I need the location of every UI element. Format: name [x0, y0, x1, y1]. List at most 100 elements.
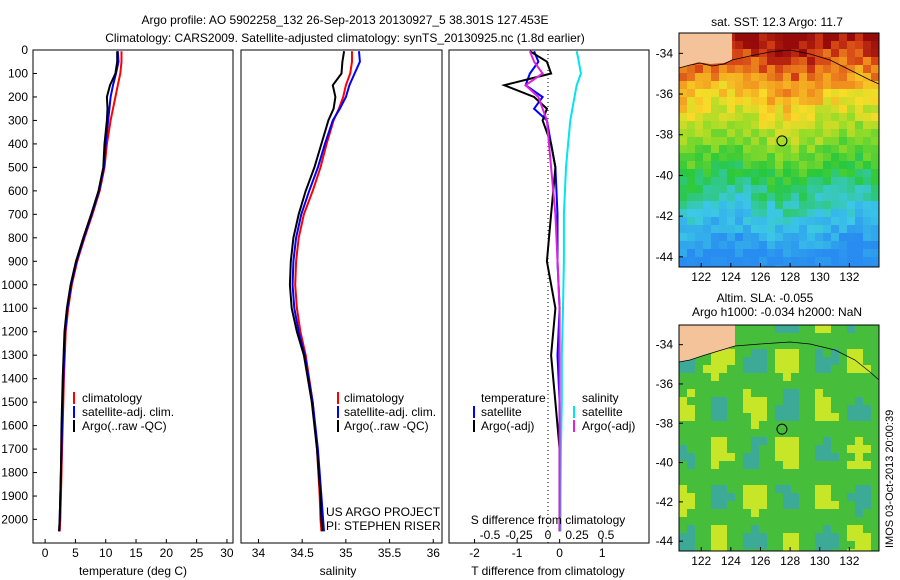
map-cell [839, 389, 847, 397]
map-cell [823, 341, 831, 349]
map-cell [727, 365, 735, 373]
map-cell [735, 445, 743, 453]
map-cell [871, 153, 879, 161]
map-cell [695, 517, 703, 525]
map-cell [815, 137, 823, 145]
map-cell [871, 209, 879, 217]
map-cell [759, 549, 767, 551]
map-cell [775, 185, 783, 193]
map-cell [863, 341, 871, 349]
map-cell [687, 241, 695, 249]
map-cell [871, 333, 879, 341]
map-cell [863, 41, 871, 49]
map-cell [847, 105, 855, 113]
map-cell [751, 49, 759, 57]
map-cell [679, 201, 687, 209]
map-cell [687, 265, 695, 267]
map-cell [679, 81, 687, 89]
map-cell [711, 121, 719, 129]
map-cell [727, 421, 735, 429]
map-cell [695, 241, 703, 249]
map-cell [775, 169, 783, 177]
map-cell [775, 137, 783, 145]
map-cell [727, 217, 735, 225]
x-tick-label: 10 [99, 546, 113, 560]
map-cell [711, 365, 719, 373]
map-cell [727, 445, 735, 453]
map-cell [807, 137, 815, 145]
map-cell [711, 389, 719, 397]
map-cell [791, 325, 799, 333]
map-cell [735, 249, 743, 257]
map-cell [719, 461, 727, 469]
map-cell [807, 65, 815, 73]
map-cell [791, 357, 799, 365]
map-cell [799, 429, 807, 437]
map-cell [703, 265, 711, 267]
map-cell [703, 405, 711, 413]
map-cell [807, 33, 815, 41]
map-cell [815, 525, 823, 533]
sst-map-y-ticks: -34-36-38-40-42-44 [656, 46, 683, 264]
map-cell [759, 477, 767, 485]
map-cell [735, 113, 743, 121]
map-cell [839, 129, 847, 137]
map-cell [839, 453, 847, 461]
map-cell [679, 169, 687, 177]
map-cell [839, 381, 847, 389]
map-cell [775, 389, 783, 397]
map-cell [855, 525, 863, 533]
map-cell [791, 341, 799, 349]
map-cell [751, 509, 759, 517]
map-cell [815, 73, 823, 81]
map-cell [743, 265, 751, 267]
map-cell [743, 145, 751, 153]
map-cell [759, 453, 767, 461]
sst-map-title: sat. SST: 12.3 Argo: 11.7 [711, 15, 843, 29]
map-cell [775, 445, 783, 453]
map-cell [727, 485, 735, 493]
map-cell [799, 333, 807, 341]
map-cell [855, 357, 863, 365]
map-cell [815, 233, 823, 241]
map-cell [855, 485, 863, 493]
map-cell [711, 429, 719, 437]
map-cell [735, 469, 743, 477]
y-tick-label: 0 [21, 43, 28, 57]
map-cell [719, 397, 727, 405]
map-cell [759, 233, 767, 241]
map-cell [695, 413, 703, 421]
map-cell [759, 121, 767, 129]
map-cell [719, 357, 727, 365]
map-cell [807, 469, 815, 477]
map-cell [839, 65, 847, 73]
map-cell [703, 549, 711, 551]
map-cell [847, 145, 855, 153]
map-cell [791, 225, 799, 233]
map-cell [799, 509, 807, 517]
map-cell [687, 357, 695, 365]
map-cell [775, 65, 783, 73]
map-cell [775, 541, 783, 549]
map-cell [687, 161, 695, 169]
map-cell [791, 217, 799, 225]
map-cell [847, 325, 855, 333]
map-x-tick-label: 128 [780, 270, 800, 284]
map-cell [847, 525, 855, 533]
map-cell [847, 153, 855, 161]
map-cell [807, 533, 815, 541]
map-cell [831, 57, 839, 65]
map-cell [783, 153, 791, 161]
map-cell [783, 325, 791, 333]
map-cell [751, 161, 759, 169]
map-cell [815, 177, 823, 185]
map-cell [743, 525, 751, 533]
map-cell [759, 241, 767, 249]
map-cell [703, 225, 711, 233]
map-cell [855, 201, 863, 209]
map-cell [831, 201, 839, 209]
sst-map-x-ticks: 122 124 126 128 130 132 [691, 263, 860, 284]
temperature-panel: 0100200300400500600700800900100011001200… [1, 43, 453, 578]
map-cell [703, 193, 711, 201]
map-cell [807, 129, 815, 137]
